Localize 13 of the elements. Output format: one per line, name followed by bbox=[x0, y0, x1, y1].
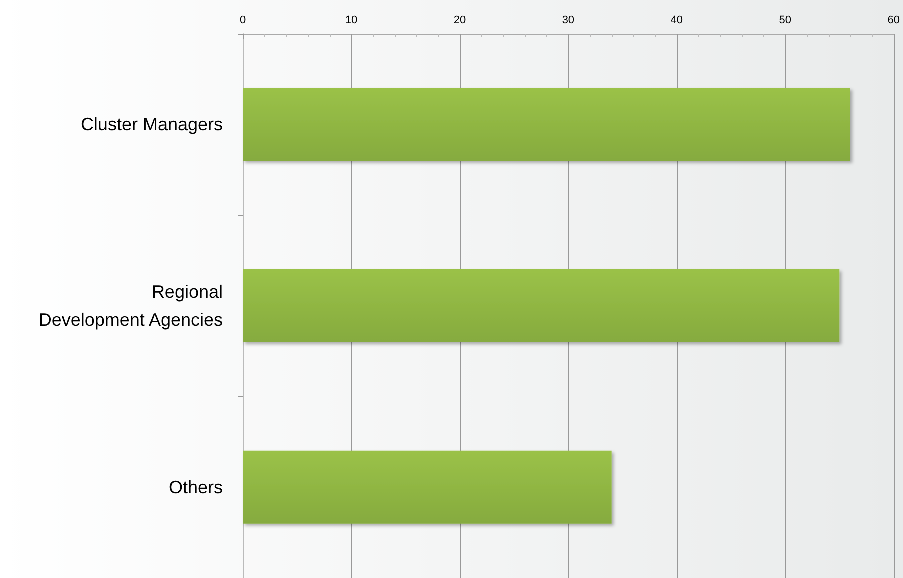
x-tick-label: 10 bbox=[345, 14, 358, 26]
y-tick-label: Cluster Managers bbox=[80, 114, 223, 135]
x-tick-label: 60 bbox=[888, 14, 900, 26]
x-tick-label: 50 bbox=[779, 14, 792, 26]
bar bbox=[243, 270, 840, 342]
y-tick-label: Regional Development Agencies bbox=[38, 282, 223, 330]
x-tick-label: 20 bbox=[454, 14, 466, 26]
bar bbox=[243, 88, 850, 162]
x-tick-label: 30 bbox=[562, 14, 575, 26]
x-tick-label: 40 bbox=[670, 14, 684, 26]
y-tick-label: Others bbox=[168, 477, 223, 498]
x-tick-label: 0 bbox=[240, 14, 246, 26]
bar bbox=[243, 450, 612, 524]
